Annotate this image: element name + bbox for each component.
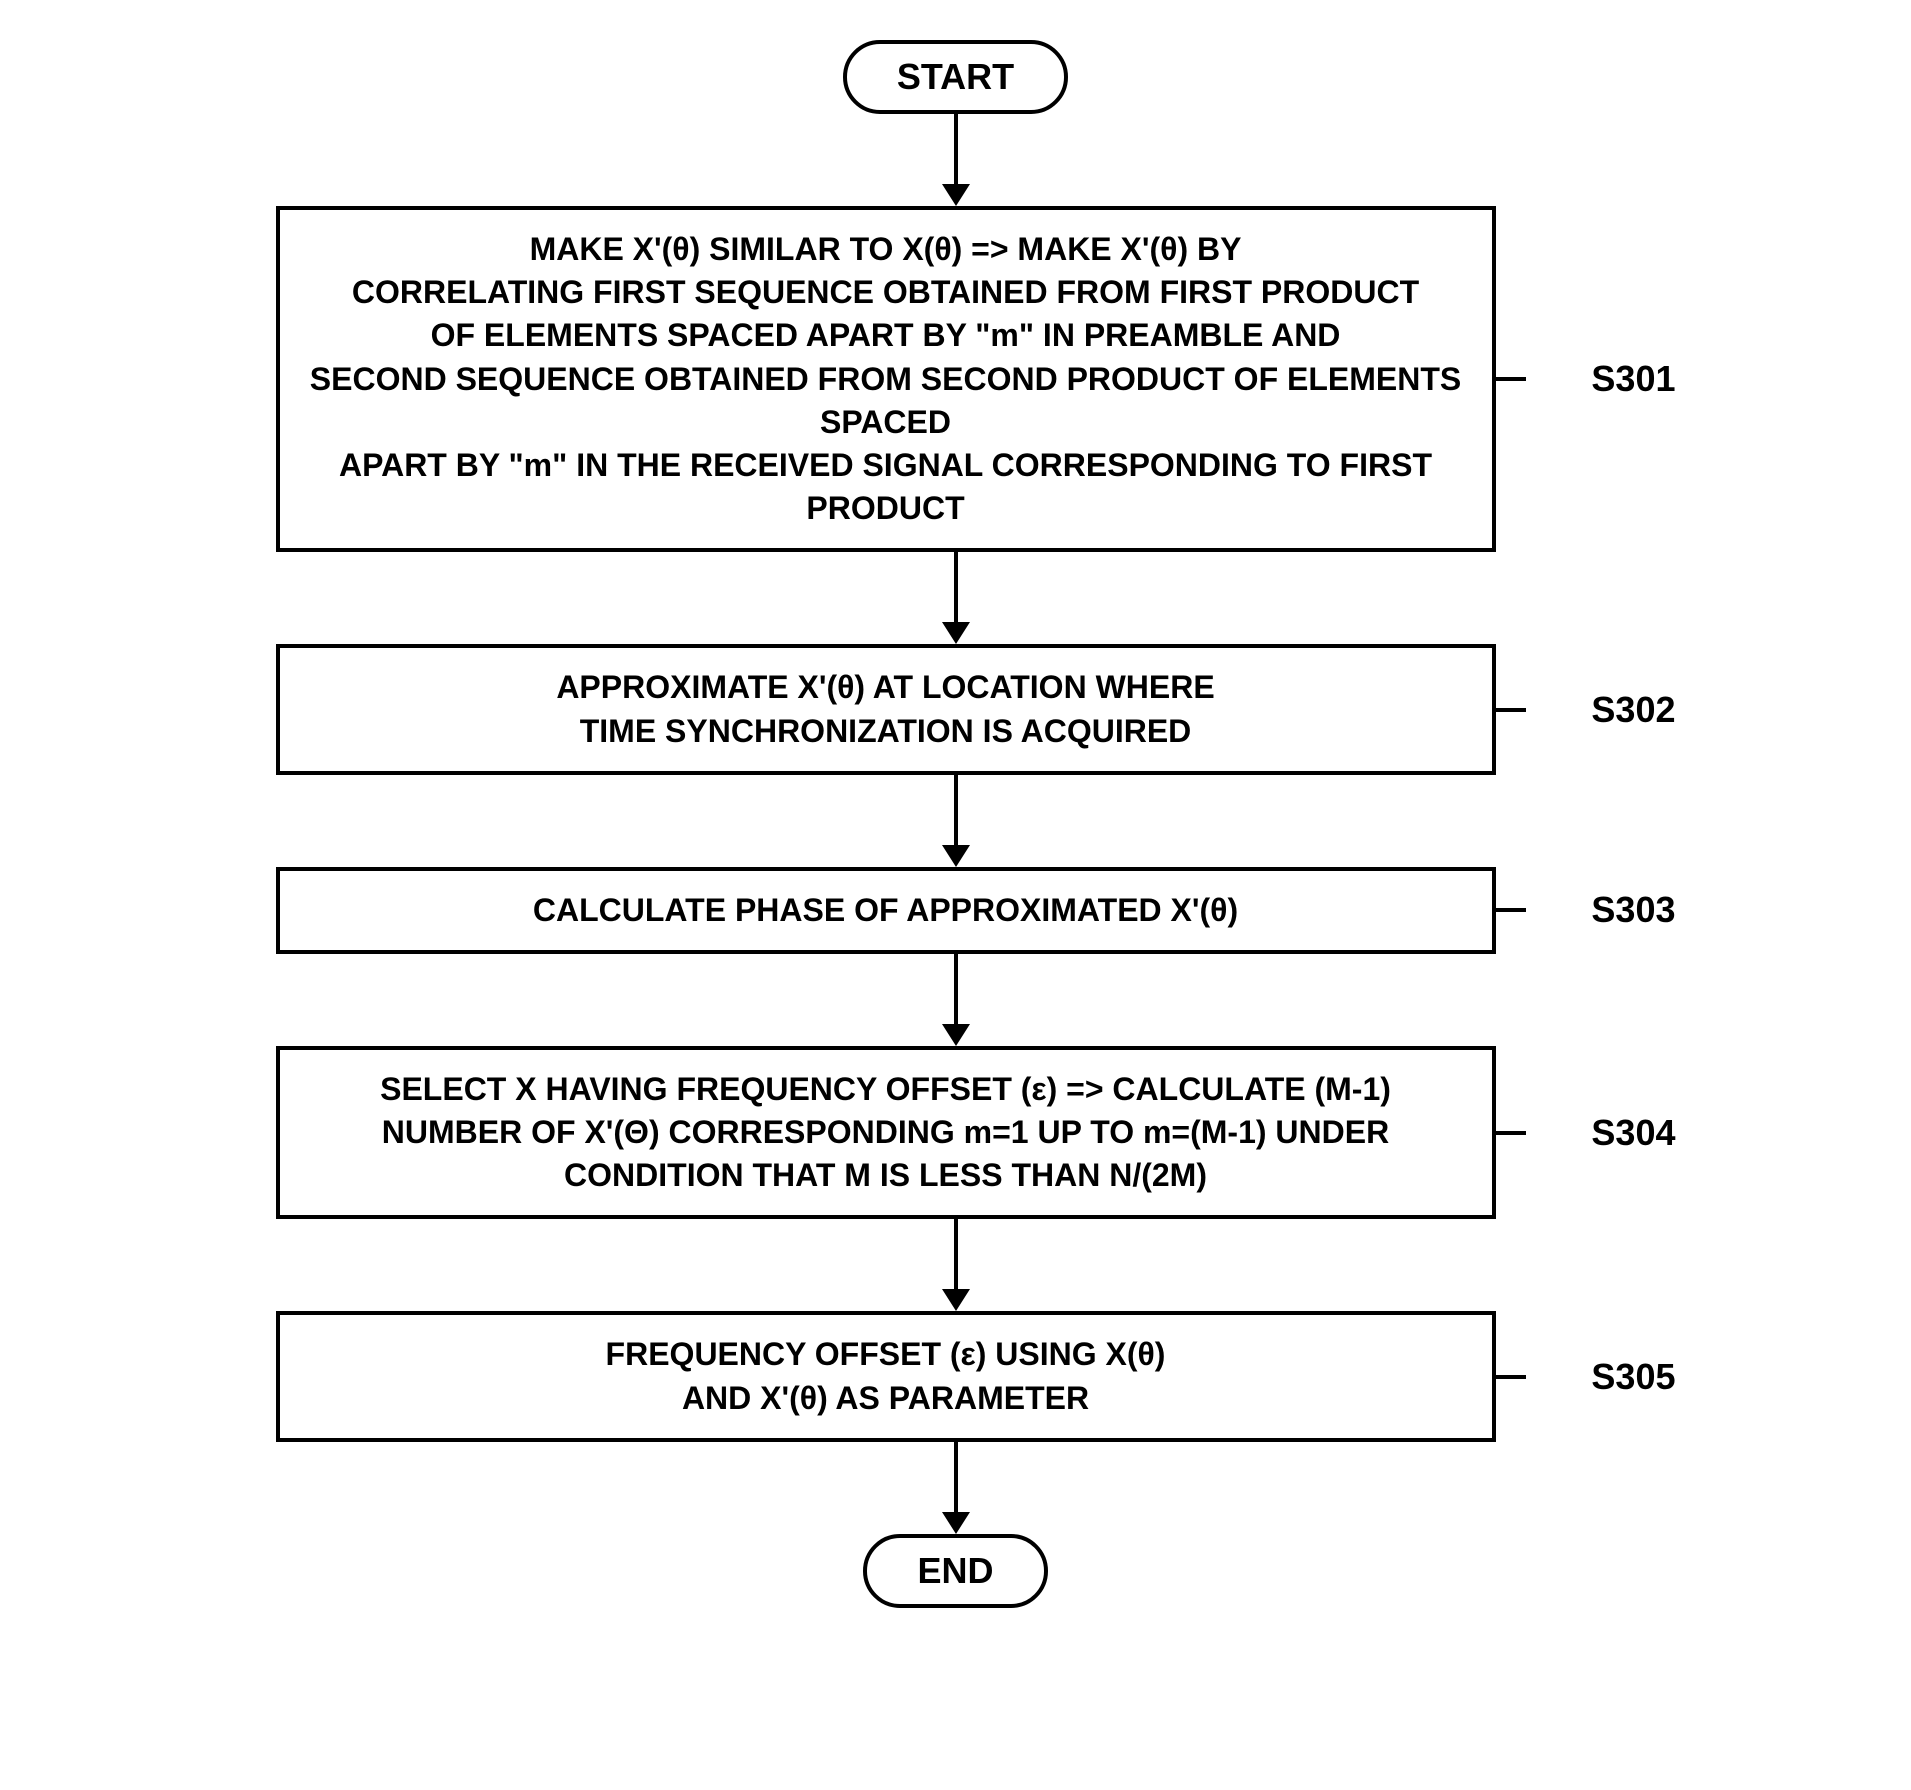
- process-row-s303: CALCULATE PHASE OF APPROXIMATED X'(θ) S3…: [256, 867, 1656, 954]
- process-s304: SELECT X HAVING FREQUENCY OFFSET (ε) => …: [276, 1046, 1496, 1220]
- process-row-s304: SELECT X HAVING FREQUENCY OFFSET (ε) => …: [256, 1046, 1656, 1220]
- flowchart-container: START MAKE X'(θ) SIMILAR TO X(θ) => MAKE…: [256, 40, 1656, 1608]
- step-label-s303: S303: [1591, 889, 1675, 931]
- arrow-shaft: [954, 954, 958, 1024]
- arrow-s303-s304: [256, 954, 1656, 1046]
- arrow-shaft: [954, 775, 958, 845]
- process-s303: CALCULATE PHASE OF APPROXIMATED X'(θ): [276, 867, 1496, 954]
- connector-s303: [1496, 908, 1526, 912]
- connector-s304: [1496, 1131, 1526, 1135]
- arrow-shaft: [954, 1442, 958, 1512]
- start-terminal: START: [843, 40, 1068, 114]
- arrow-s305-end: [256, 1442, 1656, 1534]
- arrow-head-icon: [942, 1024, 970, 1046]
- arrow-s301-s302: [256, 552, 1656, 644]
- step-label-s305: S305: [1591, 1356, 1675, 1398]
- process-s302: APPROXIMATE X'(θ) AT LOCATION WHERETIME …: [276, 644, 1496, 774]
- process-row-s302: APPROXIMATE X'(θ) AT LOCATION WHERETIME …: [256, 644, 1656, 774]
- end-terminal: END: [863, 1534, 1047, 1608]
- process-s305: FREQUENCY OFFSET (ε) USING X(θ)AND X'(θ)…: [276, 1311, 1496, 1441]
- step-label-s304: S304: [1591, 1112, 1675, 1154]
- step-label-s301: S301: [1591, 358, 1675, 400]
- arrow-shaft: [954, 114, 958, 184]
- arrow-head-icon: [942, 1289, 970, 1311]
- arrow-s302-s303: [256, 775, 1656, 867]
- arrow-start-s301: [256, 114, 1656, 206]
- arrow-shaft: [954, 1219, 958, 1289]
- arrow-s304-s305: [256, 1219, 1656, 1311]
- arrow-shaft: [954, 552, 958, 622]
- arrow-head-icon: [942, 845, 970, 867]
- step-label-s302: S302: [1591, 689, 1675, 731]
- arrow-head-icon: [942, 622, 970, 644]
- connector-s301: [1496, 377, 1526, 381]
- process-row-s305: FREQUENCY OFFSET (ε) USING X(θ)AND X'(θ)…: [256, 1311, 1656, 1441]
- process-row-s301: MAKE X'(θ) SIMILAR TO X(θ) => MAKE X'(θ)…: [256, 206, 1656, 552]
- arrow-head-icon: [942, 184, 970, 206]
- connector-s305: [1496, 1375, 1526, 1379]
- connector-s302: [1496, 708, 1526, 712]
- arrow-head-icon: [942, 1512, 970, 1534]
- process-s301: MAKE X'(θ) SIMILAR TO X(θ) => MAKE X'(θ)…: [276, 206, 1496, 552]
